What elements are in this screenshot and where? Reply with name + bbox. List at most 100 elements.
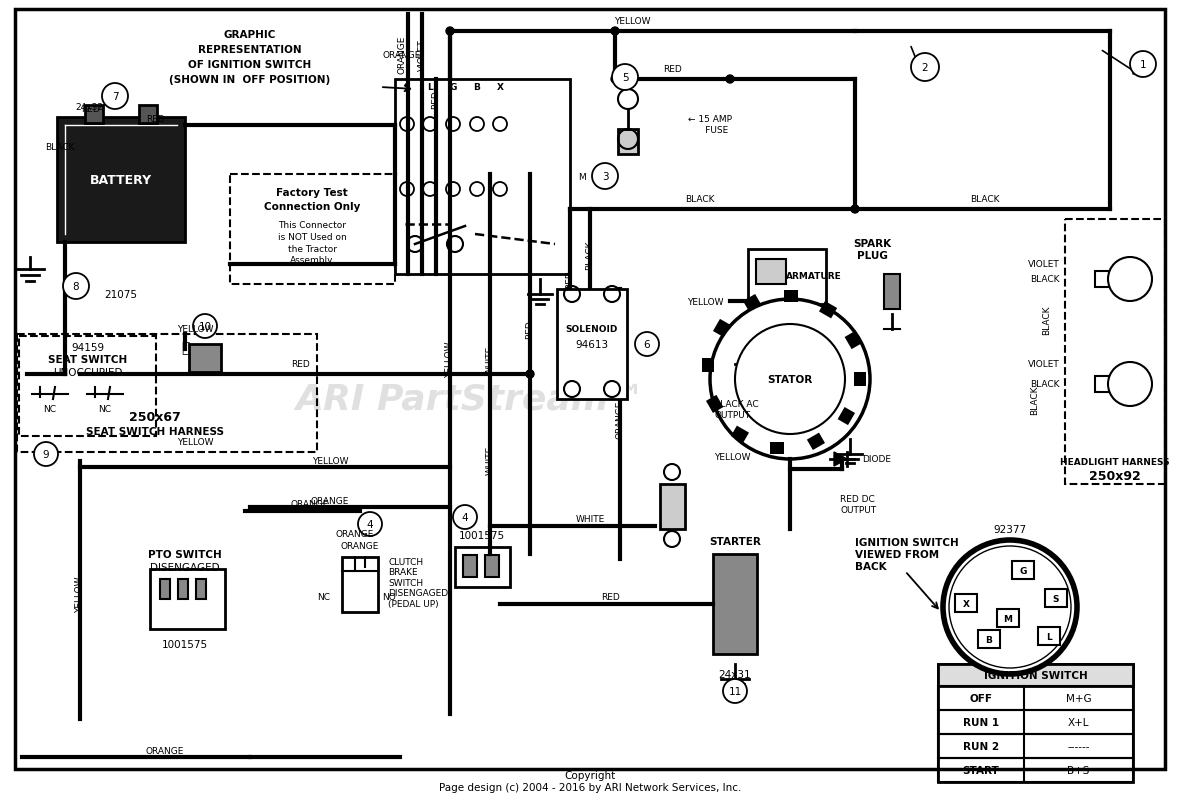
Bar bbox=[618, 130, 638, 155]
Bar bbox=[178, 579, 188, 599]
Text: BLACK: BLACK bbox=[45, 144, 74, 152]
Text: 92377: 92377 bbox=[994, 525, 1027, 534]
Text: BLACK: BLACK bbox=[970, 195, 999, 205]
Bar bbox=[1012, 561, 1034, 579]
Text: DISENGAGED: DISENGAGED bbox=[150, 562, 219, 573]
Text: 11: 11 bbox=[728, 687, 741, 696]
Text: B: B bbox=[985, 636, 992, 645]
Text: B: B bbox=[473, 83, 480, 92]
Text: ⌒: ⌒ bbox=[181, 341, 189, 354]
Bar bbox=[1066, 220, 1165, 484]
Text: 3: 3 bbox=[602, 172, 609, 182]
Text: 1: 1 bbox=[1140, 60, 1146, 70]
Circle shape bbox=[943, 541, 1077, 674]
Text: DIODE: DIODE bbox=[863, 455, 891, 464]
Text: L: L bbox=[427, 83, 433, 92]
Text: RED: RED bbox=[525, 320, 535, 339]
Text: ORANGE: ORANGE bbox=[398, 36, 406, 74]
Bar bbox=[955, 594, 977, 612]
Text: S: S bbox=[404, 83, 411, 92]
Text: ← 15 AMP
      FUSE: ← 15 AMP FUSE bbox=[688, 115, 732, 135]
Circle shape bbox=[851, 206, 859, 214]
Text: RUN 1: RUN 1 bbox=[963, 717, 999, 727]
Text: RUN 2: RUN 2 bbox=[963, 741, 999, 751]
Circle shape bbox=[101, 84, 127, 110]
Bar bbox=[702, 358, 714, 373]
Text: RED: RED bbox=[565, 270, 575, 289]
Text: ORANGE: ORANGE bbox=[336, 530, 374, 539]
Text: BATTERY: BATTERY bbox=[90, 174, 152, 187]
Text: 1001575: 1001575 bbox=[459, 530, 505, 541]
Bar bbox=[978, 630, 999, 648]
Bar bbox=[1095, 272, 1121, 288]
Bar bbox=[139, 106, 157, 124]
Text: NC: NC bbox=[317, 593, 330, 602]
Bar bbox=[85, 106, 103, 124]
Text: L: L bbox=[1047, 633, 1051, 642]
Bar bbox=[230, 175, 395, 285]
Bar bbox=[748, 249, 826, 305]
Text: RED: RED bbox=[432, 91, 440, 109]
Text: YELLOW: YELLOW bbox=[76, 576, 85, 613]
Bar bbox=[1038, 627, 1060, 645]
Text: 9: 9 bbox=[42, 449, 50, 460]
Bar bbox=[819, 302, 837, 319]
Text: RED DC
OUTPUT: RED DC OUTPUT bbox=[840, 495, 876, 514]
Circle shape bbox=[949, 546, 1071, 668]
Text: UNOCCUPIED: UNOCCUPIED bbox=[53, 367, 123, 378]
Bar bbox=[706, 395, 723, 414]
Text: Factory Test: Factory Test bbox=[276, 188, 348, 198]
Text: OFF: OFF bbox=[970, 693, 992, 703]
Bar bbox=[756, 260, 786, 285]
Text: 21075: 21075 bbox=[105, 290, 138, 300]
Text: ARMATURE: ARMATURE bbox=[786, 272, 841, 282]
Text: WHITE: WHITE bbox=[485, 345, 494, 375]
Bar bbox=[189, 345, 221, 373]
Bar bbox=[455, 547, 510, 587]
Circle shape bbox=[446, 28, 454, 36]
Text: STARTER: STARTER bbox=[709, 537, 761, 546]
Text: 4: 4 bbox=[461, 512, 468, 522]
Polygon shape bbox=[834, 452, 847, 467]
Text: HEADLIGHT HARNESS: HEADLIGHT HARNESS bbox=[1060, 458, 1169, 467]
Bar bbox=[845, 331, 863, 350]
Text: YELLOW: YELLOW bbox=[312, 457, 348, 466]
Bar bbox=[884, 274, 900, 310]
Text: BLACK: BLACK bbox=[1030, 275, 1060, 284]
Bar bbox=[938, 687, 1133, 710]
Bar bbox=[807, 433, 825, 451]
Circle shape bbox=[635, 333, 658, 357]
Text: X: X bbox=[497, 83, 504, 92]
Circle shape bbox=[34, 443, 58, 467]
Text: SPARK
PLUG: SPARK PLUG bbox=[853, 239, 891, 261]
Text: REPRESENTATION: REPRESENTATION bbox=[198, 45, 302, 55]
Bar bbox=[150, 569, 225, 630]
Text: SOLENOID: SOLENOID bbox=[566, 325, 618, 334]
Text: SEAT SWITCH HARNESS: SEAT SWITCH HARNESS bbox=[86, 427, 224, 436]
Text: 24x32: 24x32 bbox=[76, 103, 103, 112]
Text: YELLOW: YELLOW bbox=[177, 325, 214, 334]
Text: the Tractor: the Tractor bbox=[288, 244, 336, 253]
Text: 5: 5 bbox=[622, 73, 628, 83]
Bar bbox=[17, 334, 317, 452]
Circle shape bbox=[611, 28, 620, 36]
Text: (SHOWN IN  OFF POSITION): (SHOWN IN OFF POSITION) bbox=[170, 75, 330, 85]
Bar bbox=[997, 610, 1020, 627]
Circle shape bbox=[612, 65, 638, 91]
Text: ARI PartStream™: ARI PartStream™ bbox=[295, 383, 644, 416]
Circle shape bbox=[723, 679, 747, 703]
Circle shape bbox=[526, 371, 535, 379]
Circle shape bbox=[1108, 257, 1152, 302]
Bar bbox=[938, 664, 1133, 782]
Bar bbox=[196, 579, 206, 599]
Text: This Connector: This Connector bbox=[278, 221, 346, 229]
Text: BLACK: BLACK bbox=[1030, 380, 1060, 389]
Bar bbox=[463, 555, 477, 577]
Text: BLACK: BLACK bbox=[1030, 385, 1040, 415]
Bar bbox=[854, 373, 866, 387]
Text: G: G bbox=[450, 83, 457, 92]
Circle shape bbox=[726, 76, 734, 84]
Bar bbox=[395, 80, 570, 274]
Text: PTO SWITCH: PTO SWITCH bbox=[149, 549, 222, 559]
Circle shape bbox=[611, 76, 620, 84]
